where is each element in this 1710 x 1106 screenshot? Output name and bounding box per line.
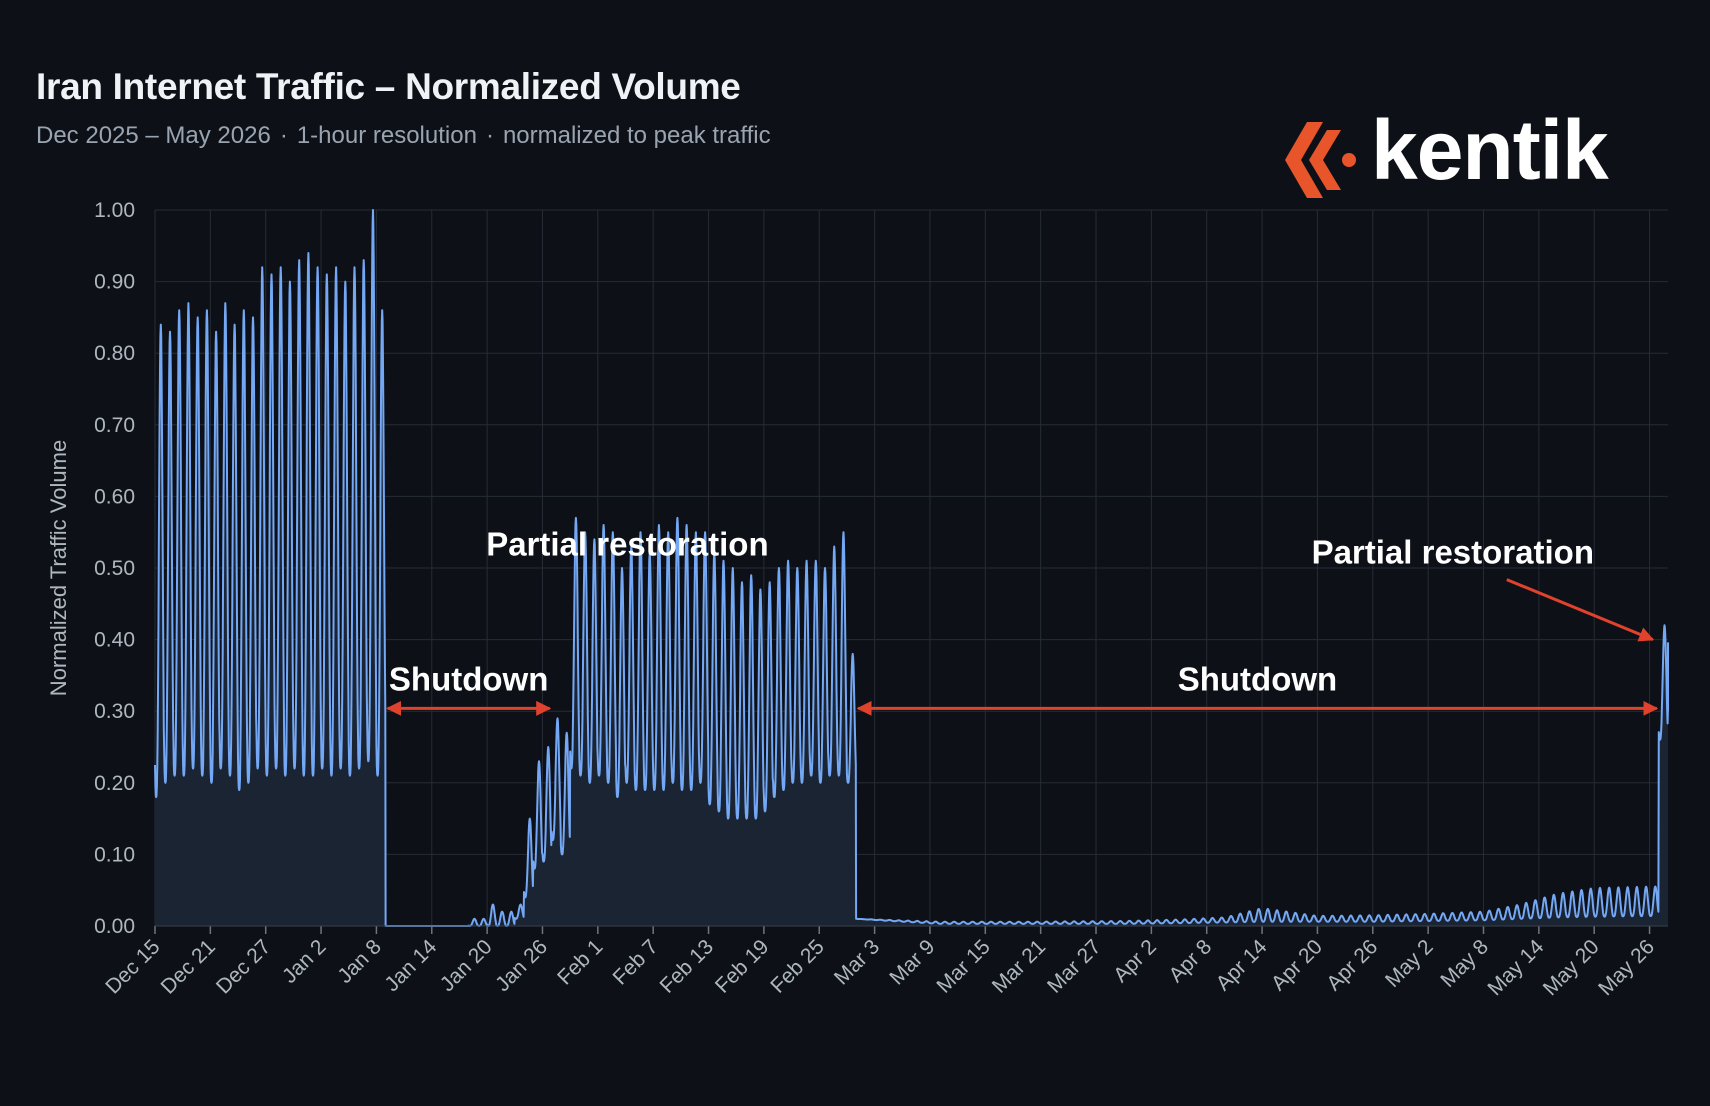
- y-tick-label: 0.10: [94, 843, 135, 866]
- x-tick-label: Apr 8: [1164, 935, 1216, 987]
- x-tick-label: Jan 14: [380, 935, 441, 996]
- partial-restoration-annotation: Partial restoration: [486, 526, 768, 563]
- y-tick-label: 1.00: [94, 199, 135, 222]
- x-tick-label: Jan 2: [278, 935, 331, 988]
- x-tick-label: Mar 15: [932, 935, 994, 997]
- x-tick-label: Jan 20: [436, 935, 497, 996]
- x-tick-label: May 20: [1539, 935, 1604, 1000]
- kentik-wordmark: kentik: [1371, 103, 1609, 197]
- shutdown-annotation: Shutdown: [1178, 660, 1337, 697]
- x-tick-label: Feb 13: [656, 935, 719, 998]
- chart-title: Iran Internet Traffic – Normalized Volum…: [36, 66, 741, 107]
- x-tick-label: Feb 25: [766, 935, 829, 998]
- x-tick-label: Apr 26: [1322, 935, 1382, 995]
- x-tick-label: Mar 27: [1043, 935, 1105, 997]
- y-tick-label: 0.00: [94, 915, 135, 938]
- subtitle-date-range: Dec 2025 – May 2026: [36, 122, 271, 149]
- x-tick-label: Apr 20: [1267, 935, 1327, 995]
- subtitle-separator: ·: [279, 122, 288, 149]
- x-tick-label: Dec 15: [101, 935, 164, 998]
- y-tick-label: 0.50: [94, 557, 135, 580]
- y-tick-label: 0.60: [94, 485, 135, 508]
- shutdown-annotation: Shutdown: [389, 660, 548, 697]
- y-axis-title: Normalized Traffic Volume: [46, 440, 71, 696]
- x-tick-label: May 26: [1594, 935, 1659, 1000]
- x-tick-label: Apr 2: [1109, 935, 1161, 987]
- y-tick-label: 0.40: [94, 629, 135, 652]
- subtitle-resolution: 1-hour resolution: [296, 122, 477, 149]
- x-tick-label: Feb 1: [553, 935, 607, 989]
- x-tick-label: Dec 27: [212, 935, 275, 998]
- kentik-chevron-icon: [1285, 122, 1356, 198]
- x-tick-label: Apr 14: [1212, 935, 1272, 995]
- partial-restoration-annotation: Partial restoration: [1312, 534, 1594, 571]
- chart-subtitle: Dec 2025 – May 2026 · 1-hour resolution · no…: [36, 122, 771, 150]
- restoration-pointer-arrow: [1506, 578, 1655, 642]
- y-tick-label: 0.20: [94, 772, 135, 795]
- x-tick-label: Mar 21: [988, 935, 1050, 997]
- series-area-fill: [155, 210, 1668, 926]
- y-tick-label: 0.80: [94, 342, 135, 365]
- x-tick-label: Mar 3: [830, 935, 884, 989]
- y-tick-label: 0.30: [94, 700, 135, 723]
- subtitle-separator: ·: [485, 122, 494, 149]
- subtitle-normalization: normalized to peak traffic: [502, 122, 771, 149]
- x-tick-label: Dec 21: [157, 935, 220, 998]
- y-tick-label: 0.90: [94, 271, 135, 294]
- x-tick-label: Feb 19: [711, 935, 774, 998]
- x-tick-label: May 2: [1381, 935, 1438, 992]
- x-tick-label: Jan 26: [491, 935, 552, 996]
- x-tick-label: May 14: [1483, 935, 1548, 1000]
- x-tick-label: Jan 8: [333, 935, 386, 988]
- y-tick-label: 0.70: [94, 414, 135, 437]
